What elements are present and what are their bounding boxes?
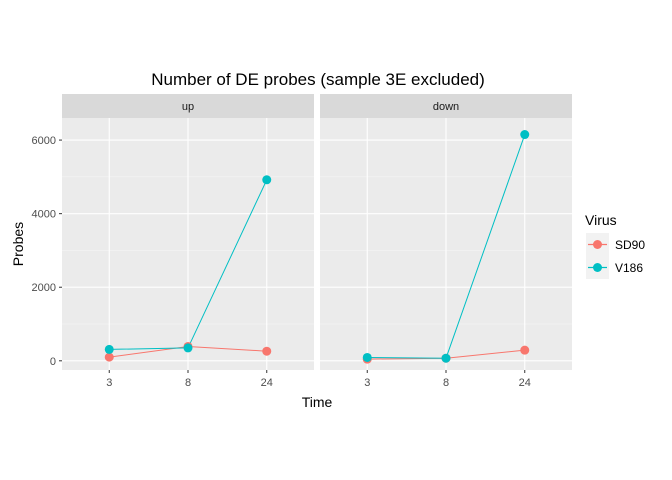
panel-down-gridlines — [320, 118, 572, 370]
data-point-v186 — [520, 130, 530, 140]
x-tick-label: 3 — [364, 377, 370, 389]
y-tick-label: 6000 — [32, 135, 56, 147]
y-axis: 0 2000 4000 6000 — [32, 135, 62, 368]
y-axis-title: Probes — [10, 222, 26, 266]
data-point-sd90 — [520, 345, 530, 355]
facet-strip-down — [320, 94, 572, 118]
panel-up-marks — [104, 175, 272, 362]
legend-title: Virus — [585, 212, 617, 228]
y-tick-label: 0 — [50, 356, 56, 368]
data-point-sd90 — [262, 346, 272, 356]
data-point-v186 — [362, 352, 372, 362]
legend-key-point — [593, 240, 602, 249]
x-tick-label: 3 — [106, 377, 112, 389]
panel-up-gridlines — [62, 118, 314, 370]
x-tick-label: 8 — [443, 377, 449, 389]
x-tick-label: 8 — [185, 377, 191, 389]
x-tick-label: 24 — [261, 377, 273, 389]
facet-strip-up — [62, 94, 314, 118]
chart-title: Number of DE probes (sample 3E excluded) — [151, 70, 485, 89]
panel-down-marks — [362, 130, 530, 364]
data-point-v186 — [183, 343, 193, 353]
data-point-v186 — [104, 344, 114, 354]
x-axis-title: Time — [302, 394, 333, 410]
x-axis-up: 3 8 24 — [106, 370, 273, 389]
data-point-v186 — [441, 353, 451, 363]
legend-label-v186: V186 — [615, 261, 643, 275]
legend-label-sd90: SD90 — [615, 238, 645, 252]
y-tick-label: 4000 — [32, 209, 56, 221]
y-tick-label: 2000 — [32, 282, 56, 294]
data-point-v186 — [262, 175, 272, 185]
facet-label-up: up — [182, 101, 194, 113]
x-tick-label: 24 — [519, 377, 531, 389]
legend: SD90 V186 — [586, 233, 645, 279]
x-axis-down: 3 8 24 — [364, 370, 531, 389]
facet-label-down: down — [433, 101, 459, 113]
data-point-sd90 — [104, 352, 114, 362]
legend-key-point — [593, 263, 602, 272]
